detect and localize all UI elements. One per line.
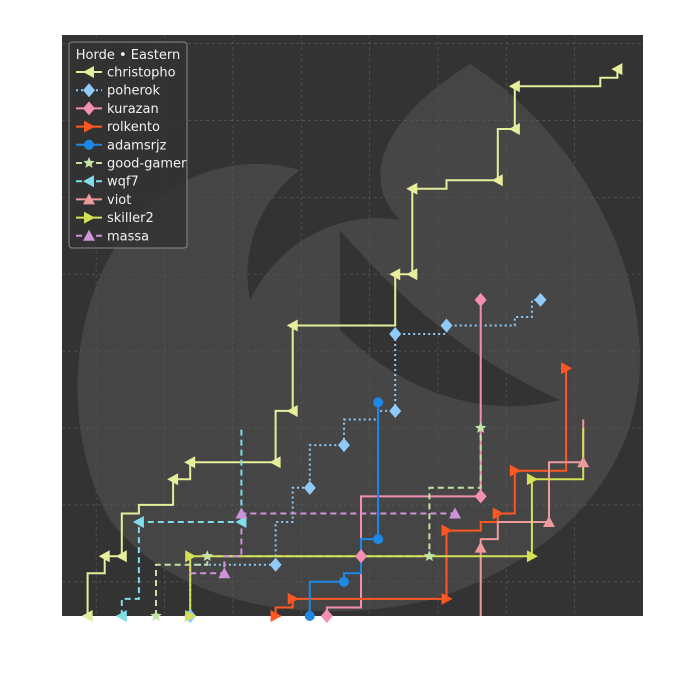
data-point-adamsrjz: [304, 611, 315, 621]
legend-label: christopho: [107, 66, 176, 81]
data-point-viot: [577, 456, 590, 468]
legend-label: wqf7: [107, 175, 139, 190]
horde-crest-watermark: [77, 64, 640, 612]
legend: Horde • Eastern christopho poherok kurazan…: [68, 41, 188, 249]
data-point-christopho: [115, 550, 127, 563]
data-point-christopho: [286, 319, 298, 332]
data-point-christopho: [98, 550, 110, 563]
legend-swatch-marker: [83, 83, 95, 98]
data-point-poherok: [440, 318, 453, 333]
data-point-christopho: [508, 122, 520, 135]
data-point-christopho: [491, 174, 503, 187]
legend-entry-christopho: christopho: [76, 66, 176, 81]
data-point-christopho: [81, 610, 93, 622]
legend-entry-kurazan: kurazan: [76, 101, 159, 117]
legend-swatch-marker: [83, 101, 95, 116]
legend-swatch-marker: [83, 175, 94, 188]
series-line-rolkento: [274, 368, 568, 616]
data-point-viot: [474, 541, 487, 553]
legend-label: massa: [107, 229, 149, 244]
data-point-poherok: [389, 327, 402, 342]
legend-label: viot: [107, 193, 131, 208]
data-point-christopho: [286, 404, 298, 417]
data-point-poherok: [389, 403, 402, 418]
series-line-wqf7: [120, 428, 243, 616]
data-point-good-gamer: [150, 610, 162, 621]
data-point-good-gamer: [201, 550, 213, 561]
data-point-kurazan: [474, 489, 487, 504]
data-point-poherok: [303, 480, 316, 495]
legend-label: skiller2: [107, 211, 154, 226]
data-point-christopho: [167, 473, 179, 486]
data-point-christopho: [184, 456, 196, 469]
data-point-skiller2: [526, 550, 538, 563]
data-point-poherok: [269, 557, 282, 572]
data-point-kurazan: [320, 609, 333, 623]
data-point-kurazan: [355, 549, 368, 564]
data-point-massa: [449, 507, 462, 519]
data-point-christopho: [389, 268, 401, 281]
data-point-christopho: [406, 182, 418, 195]
legend-entries: christopho poherok kurazan rolkento adamsrjz…: [76, 66, 187, 244]
data-point-viot: [543, 516, 556, 528]
data-point-rolkento: [441, 592, 453, 605]
data-point-good-gamer: [423, 550, 436, 561]
data-point-wqf7: [132, 516, 144, 529]
legend-entry-rolkento: rolkento: [76, 120, 160, 135]
data-point-massa: [235, 507, 248, 519]
data-point-rolkento: [441, 524, 453, 537]
series-line-skiller2: [189, 428, 585, 616]
data-point-rolkento: [287, 592, 299, 605]
data-point-adamsrjz: [338, 576, 349, 587]
legend-swatch-marker: [83, 157, 95, 168]
markers-layer: [81, 63, 623, 623]
data-point-rolkento: [561, 362, 573, 375]
legend-entry-viot: viot: [76, 193, 131, 208]
legend-entry-massa: massa: [76, 229, 149, 244]
data-point-adamsrjz: [373, 397, 384, 408]
legend-entry-adamsrjz: adamsrjz: [76, 138, 167, 153]
series-line-poherok: [189, 298, 541, 616]
data-point-rolkento: [509, 464, 521, 477]
legend-label: rolkento: [107, 120, 160, 135]
legend-entry-poherok: poherok: [76, 83, 160, 99]
legend-swatch-marker: [83, 229, 95, 241]
legend-entry-good-gamer: good-gamer: [76, 157, 187, 172]
data-point-poherok: [337, 438, 350, 453]
data-point-rolkento: [492, 507, 504, 520]
legend-label: adamsrjz: [107, 138, 167, 153]
data-point-wqf7: [115, 610, 127, 622]
series-line-viot: [479, 419, 585, 616]
legend-title: Horde • Eastern: [76, 48, 180, 63]
legend-swatch-marker: [83, 193, 95, 205]
data-point-adamsrjz: [373, 534, 384, 545]
legend-label: good-gamer: [107, 157, 187, 172]
legend-swatch-marker: [84, 211, 95, 224]
data-point-skiller2: [526, 473, 538, 486]
data-point-christopho: [611, 63, 623, 76]
data-point-kurazan: [474, 292, 487, 307]
data-point-christopho: [269, 456, 281, 469]
legend-label: kurazan: [107, 102, 159, 117]
data-point-massa: [218, 567, 231, 579]
legend-label: poherok: [107, 84, 160, 99]
data-point-skiller2: [185, 610, 197, 622]
data-point-skiller2: [185, 550, 197, 563]
data-point-christopho: [508, 80, 520, 93]
legend-box: [68, 41, 188, 249]
data-point-christopho: [406, 268, 418, 281]
series-line-christopho: [86, 69, 619, 616]
legend-swatch-marker: [84, 120, 95, 133]
data-point-rolkento: [270, 610, 282, 622]
legend-swatch-marker: [83, 66, 94, 78]
legend-entry-wqf7: wqf7: [76, 175, 139, 190]
data-point-wqf7: [235, 516, 247, 529]
data-point-poherok: [534, 292, 547, 307]
data-point-good-gamer: [475, 422, 487, 433]
legend-entry-skiller2: skiller2: [76, 211, 154, 226]
legend-swatch-marker: [84, 139, 94, 150]
